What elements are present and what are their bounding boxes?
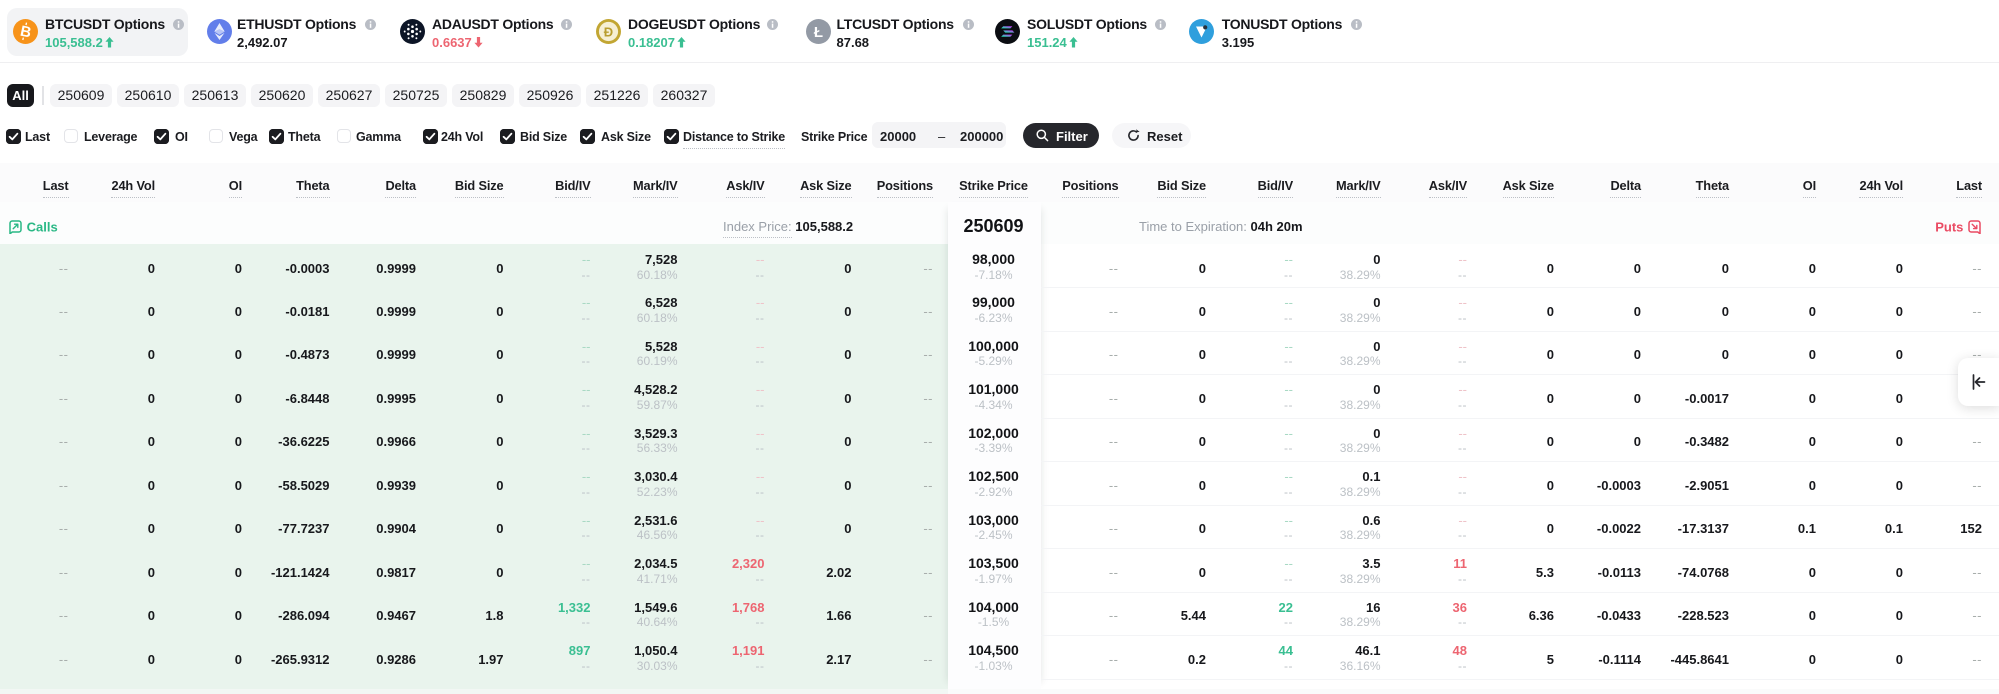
svg-text:Ð: Ð bbox=[604, 24, 613, 39]
svg-text:Ł: Ł bbox=[813, 24, 822, 41]
svg-text:B: B bbox=[18, 23, 32, 42]
